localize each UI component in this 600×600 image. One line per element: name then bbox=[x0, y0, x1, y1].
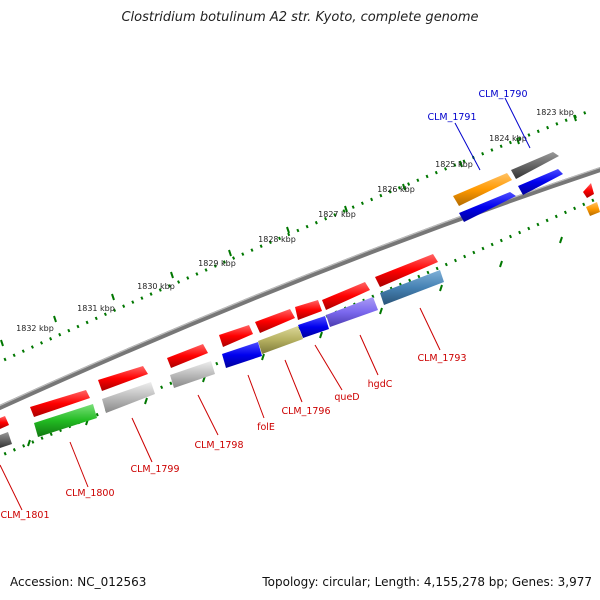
gene-labels: CLM_1790 CLM_1791 CLM_1793 hgdC queD CLM… bbox=[0, 89, 527, 521]
kbp-label: 1827 kbp bbox=[318, 210, 356, 219]
gene-label[interactable]: hgdC bbox=[368, 379, 393, 390]
feature-block[interactable] bbox=[102, 382, 155, 413]
accession-text: Accession: NC_012563 bbox=[10, 575, 147, 589]
feature-block[interactable] bbox=[380, 270, 444, 305]
kbp-label: 1828 kbp bbox=[258, 235, 296, 244]
cds-arrow[interactable] bbox=[219, 325, 253, 347]
forward-features bbox=[453, 152, 600, 222]
kbp-label: 1830 kbp bbox=[137, 282, 175, 291]
genome-summary-text: Topology: circular; Length: 4,155,278 bp… bbox=[262, 575, 592, 589]
feature-arrow[interactable] bbox=[586, 202, 600, 216]
outer-major-ticks bbox=[0, 114, 577, 347]
feature-arrow[interactable] bbox=[459, 192, 516, 222]
kbp-label: 1825 kbp bbox=[435, 160, 473, 169]
cds-arrow[interactable] bbox=[255, 309, 295, 333]
cds-arrow[interactable] bbox=[167, 344, 208, 368]
kbp-label: 1826 kbp bbox=[377, 185, 415, 194]
gene-label[interactable]: CLM_1790 bbox=[478, 89, 527, 100]
feature-arrow[interactable] bbox=[518, 169, 563, 195]
gene-label[interactable]: CLM_1801 bbox=[0, 510, 49, 521]
label-connectors bbox=[0, 97, 531, 511]
feature-block[interactable] bbox=[326, 297, 378, 327]
kbp-label: 1832 kbp bbox=[16, 324, 54, 333]
gene-label[interactable]: CLM_1800 bbox=[65, 488, 114, 499]
gene-label[interactable]: folE bbox=[257, 422, 275, 433]
feature-block[interactable] bbox=[34, 404, 97, 437]
gene-label[interactable]: CLM_1799 bbox=[130, 464, 179, 475]
kbp-label: 1831 kbp bbox=[77, 304, 115, 313]
cds-row bbox=[0, 254, 438, 429]
kbp-label: 1823 kbp bbox=[536, 108, 574, 117]
feature-block[interactable] bbox=[222, 342, 262, 368]
cds-arrow[interactable] bbox=[0, 416, 9, 429]
gene-label[interactable]: CLM_1793 bbox=[417, 353, 466, 364]
cds-arrow[interactable] bbox=[375, 254, 438, 287]
kbp-label: 1829 kbp bbox=[198, 259, 236, 268]
gene-label[interactable]: CLM_1791 bbox=[427, 112, 476, 123]
cds-arrow[interactable] bbox=[322, 282, 370, 310]
genome-backbone bbox=[0, 167, 600, 411]
map-title: Clostridium botulinum A2 str. Kyoto, com… bbox=[121, 10, 479, 25]
cds-arrow[interactable] bbox=[295, 300, 322, 320]
feature-arrow[interactable] bbox=[453, 173, 512, 206]
feature-block[interactable] bbox=[0, 432, 12, 448]
kbp-labels: 1823 kbp 1824 kbp 1825 kbp 1826 kbp 1827… bbox=[16, 108, 574, 333]
feature-row-2 bbox=[0, 270, 444, 448]
feature-block[interactable] bbox=[298, 316, 329, 338]
gene-label[interactable]: CLM_1798 bbox=[194, 440, 243, 451]
inner-major-ticks bbox=[27, 236, 563, 447]
feature-block[interactable] bbox=[170, 361, 215, 388]
feature-arrow[interactable] bbox=[583, 183, 594, 198]
feature-arrow[interactable] bbox=[511, 152, 559, 179]
gene-label[interactable]: queD bbox=[334, 392, 359, 403]
genome-backbone-highlight bbox=[0, 167, 600, 407]
feature-block[interactable] bbox=[258, 326, 303, 354]
cds-arrow[interactable] bbox=[98, 366, 148, 391]
outer-tick-ring bbox=[0, 108, 593, 364]
kbp-label: 1824 kbp bbox=[489, 134, 527, 143]
gene-label[interactable]: CLM_1796 bbox=[281, 406, 330, 417]
cds-arrow[interactable] bbox=[30, 390, 90, 417]
